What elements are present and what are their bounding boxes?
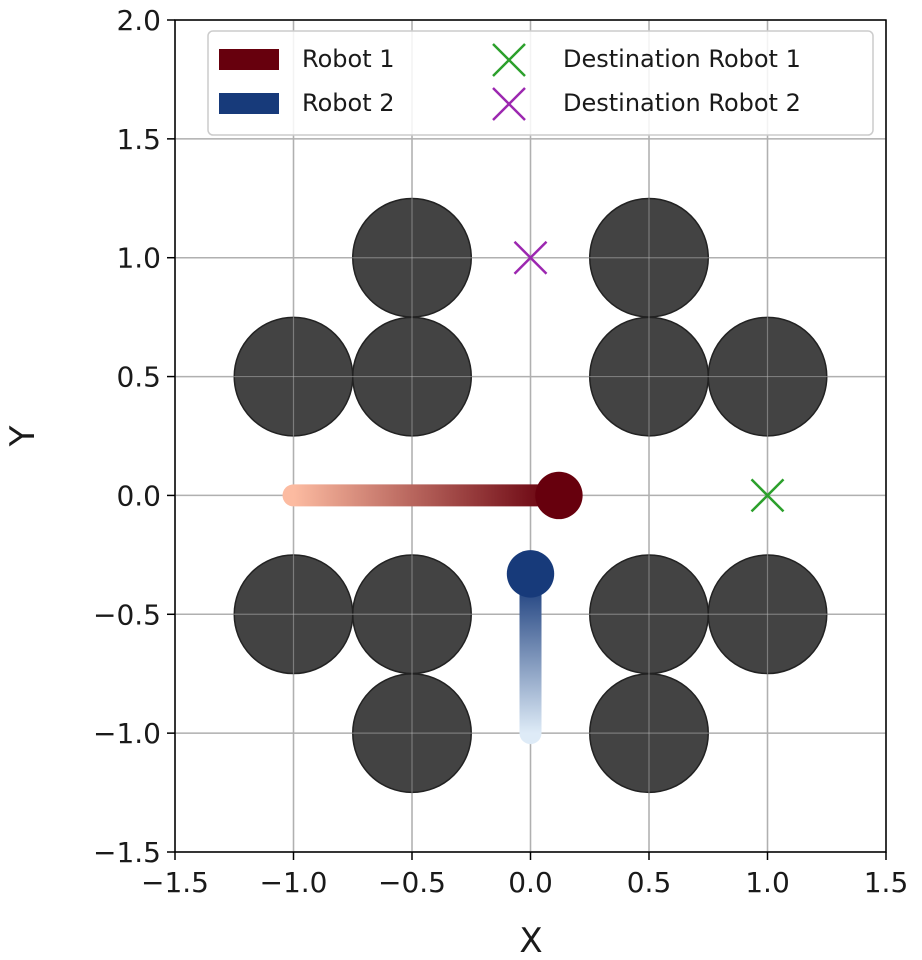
legend-cross-destination-1 <box>492 43 526 77</box>
y-tick-label: 0.0 <box>116 479 161 512</box>
robot-1-position <box>535 471 583 520</box>
ticks: −1.5 −1.0 −0.5 0.0 0.5 1.0 1.5 −1.5 −1.0 −0.5 0.0 0… <box>93 4 908 899</box>
y-tick-label: 0.5 <box>116 361 161 394</box>
legend-marker-destination-2 <box>492 87 526 121</box>
x-tick-label: 0.0 <box>508 866 553 899</box>
y-tick-label: −1.5 <box>93 836 161 869</box>
y-tick-label: 2.0 <box>116 4 161 37</box>
x-axis-label: X <box>519 921 542 960</box>
legend-swatch-robot-2 <box>219 93 279 114</box>
x-tick-label: −1.0 <box>260 866 328 899</box>
legend-marker-destination-1 <box>492 43 526 77</box>
legend-swatch-robot-1 <box>219 49 279 70</box>
y-tick-label: 1.5 <box>116 123 161 156</box>
legend: Robot 1 Robot 2 Destination Robot 1 Dest… <box>207 30 874 136</box>
x-tick-label: −1.5 <box>141 866 209 899</box>
x-tick-label: −0.5 <box>378 866 446 899</box>
obstacles <box>175 20 886 852</box>
x-tick-label: 1.0 <box>745 866 790 899</box>
y-tick-label: 1.0 <box>116 242 161 275</box>
x-tick-label: 1.5 <box>864 866 909 899</box>
x-tick-label: 0.5 <box>627 866 672 899</box>
destination-2-marker <box>513 240 548 275</box>
legend-label-destination-2: Destination Robot 2 <box>563 89 801 117</box>
robot-paths <box>282 471 583 745</box>
y-tick-label: −0.5 <box>93 598 161 631</box>
legend-cross-destination-2 <box>492 87 526 121</box>
legend-label-robot-1: Robot 1 <box>302 45 395 73</box>
y-axis-label: Y <box>3 425 43 447</box>
legend-box <box>207 30 874 136</box>
destination-1-marker <box>750 478 785 513</box>
destination-markers <box>513 240 785 513</box>
y-tick-label: −1.0 <box>93 717 161 750</box>
robot-2-position <box>506 550 555 598</box>
legend-label-destination-1: Destination Robot 1 <box>563 45 801 73</box>
legend-label-robot-2: Robot 2 <box>302 89 395 117</box>
